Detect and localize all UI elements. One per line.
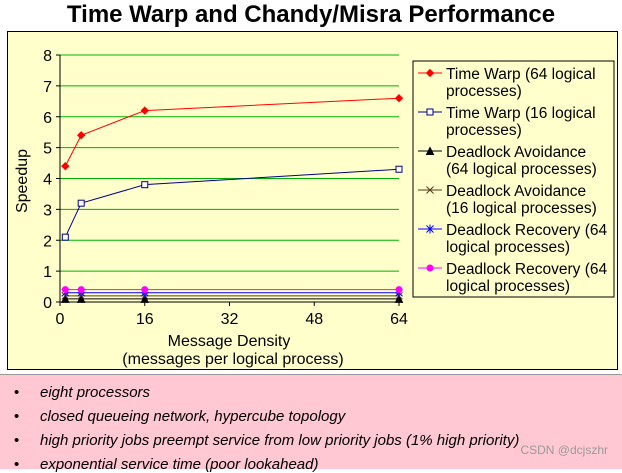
data-point bbox=[141, 181, 149, 189]
y-tick-label: 4 bbox=[43, 172, 52, 189]
y-axis-label: Speedup bbox=[14, 149, 31, 213]
data-point bbox=[140, 106, 149, 115]
x-axis-label-sub: (messages per logical process) bbox=[122, 351, 343, 368]
series-lines bbox=[60, 94, 404, 303]
data-point bbox=[425, 68, 435, 78]
note-item: • high priority jobs preempt service from… bbox=[14, 432, 520, 449]
legend-label: (16 logical processes) bbox=[446, 200, 597, 217]
data-point bbox=[426, 224, 434, 234]
legend-label: Time Warp (64 logical bbox=[446, 66, 596, 83]
legend-label: (64 logical processes) bbox=[446, 161, 597, 178]
legend-label: Deadlock Recovery (64 bbox=[446, 222, 607, 239]
y-tick-label: 3 bbox=[43, 202, 52, 219]
data-point bbox=[60, 294, 70, 303]
y-tick-label: 6 bbox=[43, 110, 52, 127]
data-point bbox=[395, 286, 403, 294]
note-item: • exponential service time (poor lookahea… bbox=[14, 456, 319, 473]
legend-label: logical processes) bbox=[446, 239, 570, 256]
data-point bbox=[141, 286, 149, 294]
data-point bbox=[61, 161, 70, 171]
legend-entry: Deadlock Avoidance(64 logical processes) bbox=[418, 144, 597, 178]
legend-label: Deadlock Recovery (64 bbox=[446, 261, 607, 278]
series-line bbox=[64, 168, 400, 238]
note-item: • closed queueing network, hypercube topo… bbox=[14, 408, 346, 425]
data-point bbox=[395, 165, 403, 173]
data-point bbox=[426, 264, 434, 272]
marker-stroke bbox=[426, 186, 434, 194]
legend-label: logical processes) bbox=[446, 278, 570, 295]
x-tick-label: 48 bbox=[305, 311, 323, 328]
data-point bbox=[426, 186, 434, 194]
data-point bbox=[394, 294, 404, 303]
data-point bbox=[394, 94, 404, 103]
y-tick-label: 5 bbox=[43, 141, 52, 158]
data-point bbox=[61, 233, 69, 241]
y-tick-label: 7 bbox=[43, 79, 52, 96]
data-point bbox=[77, 286, 85, 294]
notes-panel: • eight processors • closed queueing netwo… bbox=[0, 374, 622, 473]
note-item: • eight processors bbox=[14, 384, 151, 401]
tick-labels: 0 1 2 3 4 5 6 7 8 0 16 32 48 64 bbox=[43, 48, 408, 328]
y-tick-label: 0 bbox=[43, 295, 52, 312]
grid-lines bbox=[60, 54, 399, 272]
x-tick-label: 16 bbox=[136, 311, 154, 328]
series bbox=[61, 165, 403, 241]
y-tick-label: 2 bbox=[43, 233, 52, 250]
legend-box bbox=[412, 60, 615, 298]
axes bbox=[56, 54, 400, 306]
data-point bbox=[140, 294, 150, 303]
legend-entry: Deadlock Avoidance(16 logical processes) bbox=[418, 183, 597, 217]
data-point bbox=[77, 199, 85, 207]
series bbox=[60, 294, 404, 303]
legend-label: Deadlock Avoidance bbox=[446, 183, 586, 200]
x-tick-label: 0 bbox=[56, 311, 65, 328]
y-tick-label: 1 bbox=[43, 264, 52, 281]
legend-label: processes) bbox=[446, 83, 522, 100]
data-point bbox=[61, 286, 69, 294]
x-tick-label: 64 bbox=[390, 311, 408, 328]
x-tick-label: 32 bbox=[221, 311, 239, 328]
legend-label: processes) bbox=[446, 122, 522, 139]
data-point bbox=[76, 294, 86, 303]
series bbox=[61, 291, 403, 300]
series bbox=[61, 286, 403, 294]
page-title: Time Warp and Chandy/Misra Performance bbox=[66, 1, 556, 28]
data-point bbox=[426, 108, 434, 116]
legend-label: Deadlock Avoidance bbox=[446, 144, 586, 161]
watermark: CSDN @dcjszhr bbox=[520, 443, 608, 457]
speedup-chart: 0 1 2 3 4 5 6 7 8 0 16 32 48 64 Speedup Message Densi… bbox=[14, 48, 615, 368]
data-point bbox=[76, 131, 86, 140]
data-point bbox=[425, 146, 435, 155]
legend-label: Time Warp (16 logical bbox=[446, 105, 596, 122]
series-line bbox=[64, 97, 400, 167]
x-axis-label: Message Density bbox=[168, 333, 291, 350]
series bbox=[61, 94, 404, 171]
y-tick-label: 8 bbox=[43, 48, 52, 65]
